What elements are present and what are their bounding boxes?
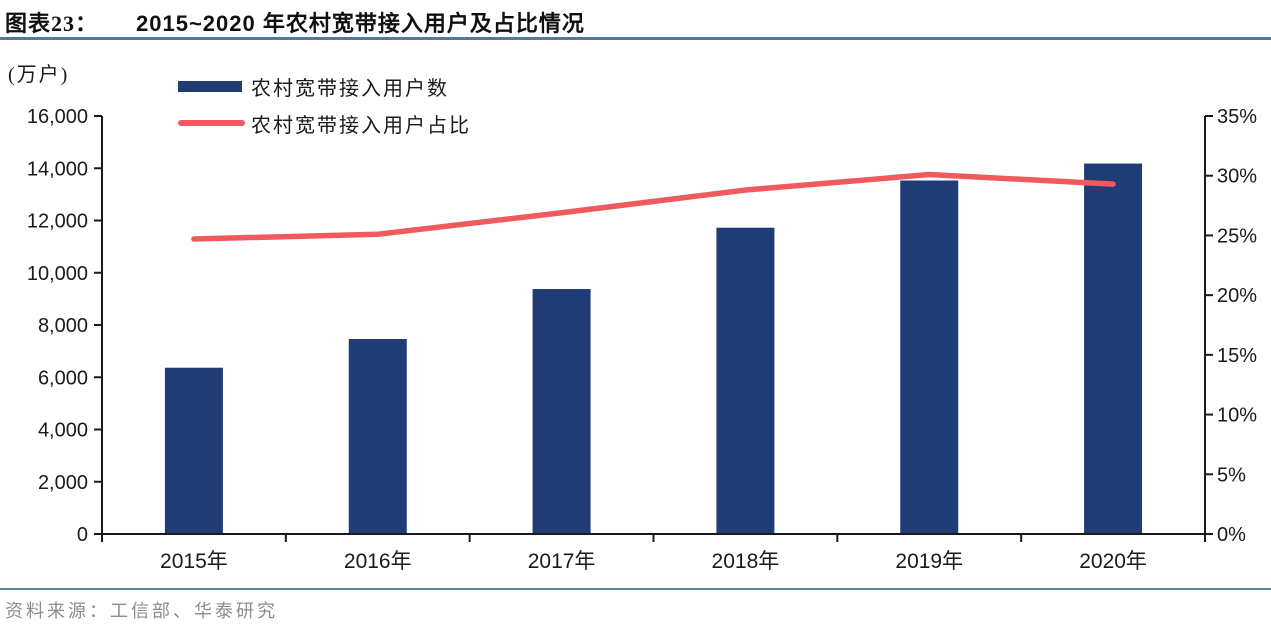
bar-2017年 (532, 289, 591, 534)
left-tick-label: 8,000 (38, 315, 88, 337)
right-tick-label: 5% (1217, 464, 1246, 486)
right-tick-label: 15% (1217, 345, 1257, 367)
figure-title-text: 2015~2020 年农村宽带接入用户及占比情况 (136, 11, 585, 36)
left-tick-label: 0 (77, 524, 88, 546)
right-tick-label: 0% (1217, 524, 1246, 546)
left-tick-label: 10,000 (27, 263, 88, 285)
title-underline (0, 37, 1271, 40)
y-axis-unit-label: (万户) (8, 64, 70, 86)
legend-item-ratio: 农村宽带接入用户占比 (178, 109, 471, 137)
source-note: 资料来源：工信部、华泰研究 (5, 601, 278, 621)
right-tick-label: 35% (1217, 106, 1257, 128)
left-tick-label: 2,000 (38, 472, 88, 494)
chart-legend: 农村宽带接入用户数 农村宽带接入用户占比 (178, 72, 471, 146)
left-tick-label: 12,000 (27, 211, 88, 233)
bar-2015年 (164, 367, 223, 534)
left-tick-label: 4,000 (38, 420, 88, 442)
left-tick-label: 14,000 (27, 158, 88, 180)
x-axis-label-2018年: 2018年 (712, 550, 780, 573)
bar-2018年 (716, 227, 775, 534)
x-axis-label-2017年: 2017年 (528, 550, 596, 573)
right-tick-label: 30% (1217, 166, 1257, 188)
left-tick-label: 6,000 (38, 367, 88, 389)
legend-item-users: 农村宽带接入用户数 (178, 72, 471, 100)
figure-title: 图表23： 2015~2020 年农村宽带接入用户及占比情况 (5, 6, 585, 38)
x-axis-label-2020年: 2020年 (1079, 550, 1147, 573)
figure-label: 图表23： (5, 11, 99, 36)
footer-divider (0, 588, 1271, 590)
x-axis-label-2015年: 2015年 (160, 550, 228, 573)
bar-2020年 (1084, 163, 1143, 535)
legend-label-ratio: 农村宽带接入用户占比 (251, 114, 471, 137)
bar-series-swatch (178, 80, 242, 92)
x-axis-label-2016年: 2016年 (344, 550, 412, 573)
bar-2016年 (348, 339, 407, 534)
right-tick-label: 25% (1217, 225, 1257, 247)
bar-2019年 (900, 180, 959, 534)
x-axis-label-2019年: 2019年 (895, 550, 963, 573)
right-tick-label: 20% (1217, 285, 1257, 307)
left-tick-label: 16,000 (27, 106, 88, 128)
legend-label-users: 农村宽带接入用户数 (251, 77, 449, 100)
right-tick-label: 10% (1217, 405, 1257, 427)
line-series-swatch (178, 120, 245, 126)
ratio-line (191, 171, 1116, 242)
